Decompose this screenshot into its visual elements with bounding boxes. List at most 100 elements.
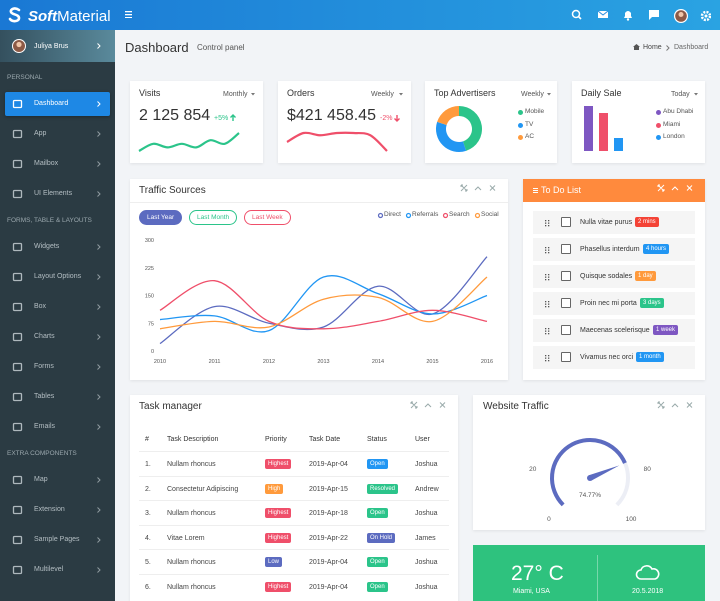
drag-handle — [545, 328, 550, 335]
list-icon-shape — [533, 188, 538, 193]
drag-dot — [548, 252, 550, 254]
breadcrumb-item[interactable]: Home — [643, 44, 662, 51]
trend-arrow-shape — [394, 115, 400, 122]
home-shape — [633, 44, 640, 50]
card-title: Website Traffic — [483, 401, 549, 412]
sidebar-item[interactable]: Map — [34, 476, 48, 483]
filter-button[interactable]: Last Week — [244, 210, 291, 225]
todo-checkbox[interactable] — [561, 325, 571, 335]
todo-checkbox[interactable] — [561, 298, 571, 308]
sidebar-item[interactable]: Sample Pages — [34, 536, 80, 543]
todo-checkbox[interactable] — [561, 217, 571, 227]
legend-dot-shape — [474, 212, 481, 219]
table-cell: Consectetur Adipiscing — [167, 485, 239, 493]
sparkline — [286, 131, 388, 152]
sidebar-item-active[interactable] — [5, 92, 110, 116]
sidebar-item[interactable]: Tables — [34, 393, 55, 400]
stat-value: $421 458.45 — [287, 107, 376, 124]
todo-text: Vivamus nec orci — [580, 354, 634, 361]
legend-dot — [405, 212, 412, 219]
drag-handle — [545, 301, 550, 308]
chevron-path — [97, 567, 101, 573]
chevron — [97, 424, 101, 430]
sidebar-item[interactable]: Layout Options — [34, 273, 82, 280]
sidebar-item[interactable]: Multilevel — [34, 566, 64, 573]
card-title: Traffic Sources — [139, 185, 206, 196]
drag-dot — [545, 306, 547, 308]
y-tick-label: 0 — [151, 349, 154, 355]
avatar[interactable] — [674, 9, 688, 23]
card-tools[interactable] — [460, 184, 501, 193]
sidebar-item[interactable]: Widgets — [34, 243, 60, 250]
status-badge: Open — [367, 557, 388, 568]
card-title: Top Advertisers — [434, 88, 496, 98]
icon-shape — [12, 99, 23, 109]
todo-item — [533, 211, 695, 234]
card-tools[interactable] — [657, 401, 698, 410]
drag-dot — [548, 276, 550, 278]
todo-checkbox[interactable] — [561, 271, 571, 281]
close-icon — [439, 402, 446, 408]
table-cell: 2019-Apr-18 — [309, 510, 348, 518]
column-header: Priority — [265, 436, 287, 443]
stat-period[interactable]: Weekly — [371, 91, 394, 98]
chevron — [97, 507, 101, 513]
sidebar-item[interactable]: UI Elements — [34, 190, 73, 197]
chevron-path — [97, 191, 101, 197]
sidebar-item[interactable]: Charts — [34, 333, 55, 340]
search-icon[interactable] — [571, 9, 582, 20]
filter-button[interactable]: Last Month — [189, 210, 238, 225]
todo-text: Maecenas scelerisque — [580, 327, 650, 334]
sidebar-item[interactable]: App — [34, 130, 47, 137]
chat-icon[interactable] — [649, 10, 659, 20]
legend-dot — [518, 122, 523, 128]
x-tick-label: 2014 — [372, 359, 384, 365]
drag-handle — [545, 355, 550, 362]
gauge-value-arc — [550, 438, 627, 507]
row-divider — [139, 500, 449, 502]
user-name[interactable]: Juliya Brus — [34, 43, 69, 50]
row-divider — [139, 524, 449, 526]
sidebar-item[interactable]: Box — [34, 303, 47, 310]
chevron — [97, 191, 101, 197]
card-tools[interactable] — [410, 401, 451, 410]
card-tools[interactable] — [657, 184, 698, 193]
drag-dot — [548, 274, 550, 276]
bell-icon[interactable] — [624, 11, 632, 21]
card-period[interactable]: Weekly — [521, 91, 544, 98]
table-cell: 4. — [145, 534, 151, 542]
priority-badge: Highest — [265, 532, 292, 543]
legend-dot — [656, 122, 661, 128]
menu-toggle[interactable] — [125, 11, 133, 18]
todo-checkbox[interactable] — [561, 352, 571, 362]
chevron — [97, 101, 101, 107]
todo-item — [533, 319, 695, 342]
page-title: Dashboard — [125, 40, 189, 55]
settings-icon[interactable] — [700, 10, 711, 22]
legend-dot — [656, 110, 661, 115]
legend-dot-shape — [518, 135, 523, 140]
drag-dot — [548, 220, 550, 222]
series-line — [159, 276, 488, 330]
stat-period[interactable]: Monthly — [223, 91, 248, 98]
sidebar-item[interactable]: Mailbox — [34, 160, 59, 167]
card-period[interactable]: Today — [671, 91, 690, 98]
chevron — [97, 304, 101, 310]
y-tick-label: 300 — [145, 238, 154, 244]
filter-button[interactable]: Last Year — [139, 210, 183, 225]
icon-shape — [12, 129, 23, 139]
sidebar-item[interactable]: Dashboard — [34, 100, 69, 107]
x-tick-label: 2016 — [481, 359, 493, 365]
drag-dot — [548, 247, 550, 249]
sidebar-item[interactable]: Extension — [34, 506, 65, 513]
chevron — [97, 131, 101, 137]
sidebar-item[interactable]: Forms — [34, 363, 54, 370]
chevron — [97, 394, 101, 400]
sidebar-item[interactable]: Emails — [34, 423, 56, 430]
chevron-path — [97, 244, 101, 250]
todo-checkbox[interactable] — [561, 244, 571, 254]
drag-dot — [548, 301, 550, 303]
drag-dot — [548, 303, 550, 305]
mail-icon[interactable] — [597, 10, 609, 18]
sidebar-section-title: EXTRA COMPONENTS — [7, 450, 77, 457]
